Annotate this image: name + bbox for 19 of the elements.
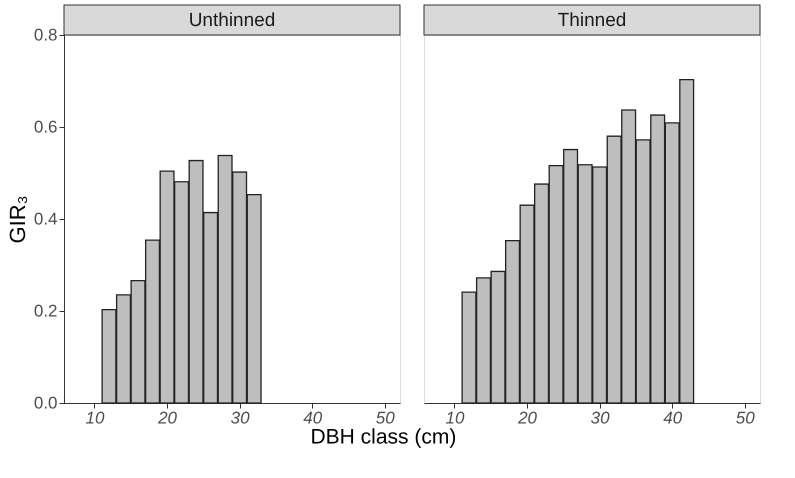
y-tick-label: 0.4	[34, 210, 58, 228]
x-tick-label: 50	[376, 408, 396, 428]
x-tick-label: 20	[157, 408, 178, 428]
x-tick-label: 30	[590, 408, 610, 428]
chart-title: Unthinned	[188, 10, 276, 31]
x-axis-title: DBH class (cm)	[310, 426, 456, 448]
x-tick-label: 30	[230, 408, 250, 428]
x-tick-label: 40	[303, 408, 323, 428]
y-tick-label: 0.2	[34, 302, 58, 320]
y-tick-label: 0.8	[34, 26, 58, 44]
x-tick-label: 20	[517, 408, 538, 428]
x-tick-label: 50	[736, 408, 756, 428]
y-tick-label: 0.6	[34, 118, 58, 136]
x-tick-label: 40	[663, 408, 683, 428]
x-tick-label: 10	[86, 408, 105, 428]
chart-title: Thinned	[558, 10, 626, 31]
y-axis-title: GIR₃	[4, 195, 30, 244]
x-tick-label: 10	[446, 408, 465, 428]
y-tick-label: 0.0	[34, 394, 58, 412]
